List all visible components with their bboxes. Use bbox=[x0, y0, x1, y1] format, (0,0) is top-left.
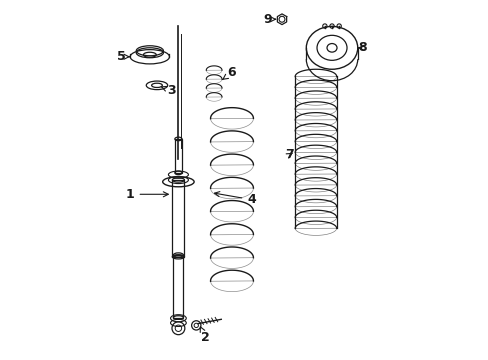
Text: 7: 7 bbox=[284, 148, 293, 162]
Text: 1: 1 bbox=[125, 188, 168, 201]
Text: 2: 2 bbox=[200, 327, 209, 344]
Text: 3: 3 bbox=[161, 84, 175, 97]
Text: 8: 8 bbox=[357, 41, 366, 54]
Bar bbox=[173, 255, 183, 318]
Text: 5: 5 bbox=[117, 50, 129, 63]
Bar bbox=[175, 139, 182, 173]
Text: 4: 4 bbox=[214, 192, 256, 206]
Text: 6: 6 bbox=[222, 66, 236, 80]
Bar bbox=[172, 180, 184, 257]
Text: 9: 9 bbox=[263, 13, 275, 26]
